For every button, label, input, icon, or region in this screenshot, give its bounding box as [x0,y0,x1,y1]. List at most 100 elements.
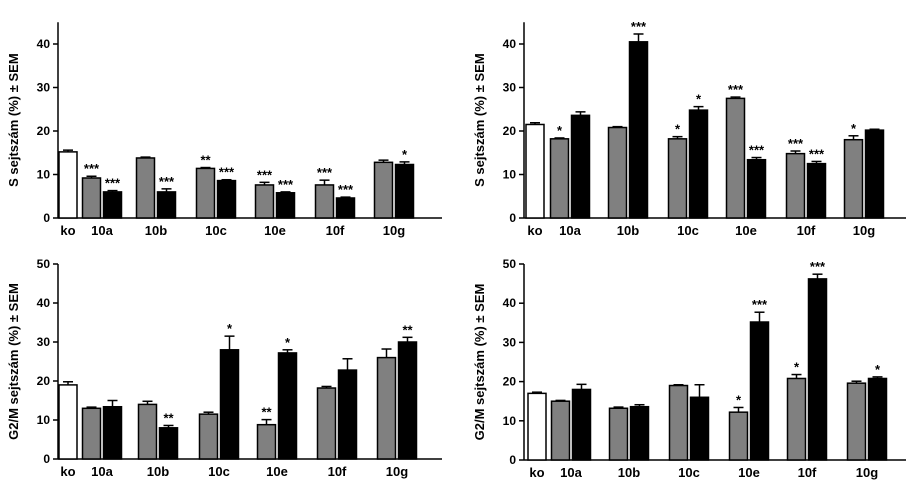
y-axis-title: S sejtszám (%) ± SEM [472,53,487,187]
y-tick-label: 0 [509,211,516,225]
significance-label: *** [338,182,354,197]
significance-label: ** [261,405,272,420]
bar-10g-gray [846,382,867,461]
bar-10b-gray [135,157,156,219]
category-label: 10a [560,465,582,480]
bar-10e-black [275,192,296,219]
bar-10g-gray [373,161,394,219]
bar-10g-gray [376,356,397,460]
category-label: ko [529,465,544,480]
bar-10b-black [629,405,650,461]
significance-label: *** [810,259,826,274]
bar-10a-black [571,388,592,461]
category-label: 10a [91,464,113,479]
y-tick-label: 20 [503,375,517,389]
y-tick-label: 30 [37,335,51,349]
bar-10g-black [864,129,885,219]
bar-10f-gray [314,184,335,219]
bar-10f-black [807,278,828,461]
y-tick-label: 20 [37,124,51,138]
y-tick-label: 0 [43,452,50,466]
significance-label: * [227,321,233,336]
y-axis-title: S sejtszám (%) ± SEM [6,53,21,187]
significance-label: * [736,392,742,407]
category-label: ko [527,223,542,238]
bar-10a-black [102,191,123,219]
y-tick-label: 0 [43,211,50,225]
bar-10e-gray [254,184,275,219]
significance-label: * [696,92,702,107]
bar-10c-gray [198,413,219,460]
bar-10b-black [156,191,177,219]
significance-label: *** [219,165,235,180]
significance-label: * [851,121,857,136]
y-tick-label: 30 [503,81,517,95]
category-label: ko [60,223,75,238]
bar-10b-gray [137,403,158,460]
bar-10f-black [337,369,358,460]
bar-10b-gray [607,126,628,219]
y-tick-label: 30 [37,81,51,95]
significance-label: *** [317,165,333,180]
category-label: 10c [677,223,699,238]
category-label: ko [60,464,75,479]
category-label: 10c [205,223,227,238]
y-tick-label: 10 [503,168,517,182]
significance-label: *** [749,143,765,158]
bar-10c-gray [667,138,688,219]
category-label: 10b [145,223,167,238]
category-label: 10e [738,465,760,480]
bar-10e-black [277,352,298,460]
category-label: 10a [91,223,113,238]
category-label: 10e [264,223,286,238]
bar-10c-gray [668,384,689,461]
bar-10c-black [688,109,709,219]
bar-10e-black [746,158,767,219]
y-tick-label: 40 [503,37,517,51]
bar-10f-black [335,197,356,219]
significance-label: *** [809,146,825,161]
bar-10e-gray [256,423,277,460]
category-label: 10b [147,464,169,479]
significance-label: * [285,335,291,350]
bar-10a-gray [550,400,571,461]
bar-10f-black [806,162,827,219]
bar-ko-ko [525,123,545,219]
bar-10g-black [867,377,888,461]
y-axis-title: G2/M sejtszám (%) ± SEM [6,283,21,440]
bar-10e-gray [725,97,746,219]
bar-ko-ko [58,384,78,460]
y-axis-title: G2/M sejtszám (%) ± SEM [472,284,487,441]
significance-label: ** [163,410,174,425]
category-label: 10g [386,464,408,479]
significance-label: * [875,362,881,377]
bar-10e-gray [728,411,749,461]
significance-label: *** [278,177,294,192]
category-label: 10a [559,223,581,238]
y-tick-label: 30 [503,335,517,349]
category-label: 10e [735,223,757,238]
significance-label: * [794,360,800,375]
y-tick-label: 10 [37,168,51,182]
significance-label: ** [402,322,413,337]
bar-10b-black [628,41,649,219]
y-tick-label: 40 [503,296,517,310]
bar-10a-black [570,114,591,219]
significance-label: *** [728,82,744,97]
bar-10a-black [102,405,123,460]
bar-10a-gray [81,177,102,219]
bar-10f-gray [316,387,337,460]
category-label: 10g [853,223,875,238]
category-label: 10f [798,465,817,480]
bar-ko-ko [58,151,78,219]
significance-label: *** [257,167,273,182]
significance-label: *** [631,19,647,34]
bar-ko-ko [527,392,547,461]
significance-label: * [675,122,681,137]
bar-10f-gray [786,377,807,461]
